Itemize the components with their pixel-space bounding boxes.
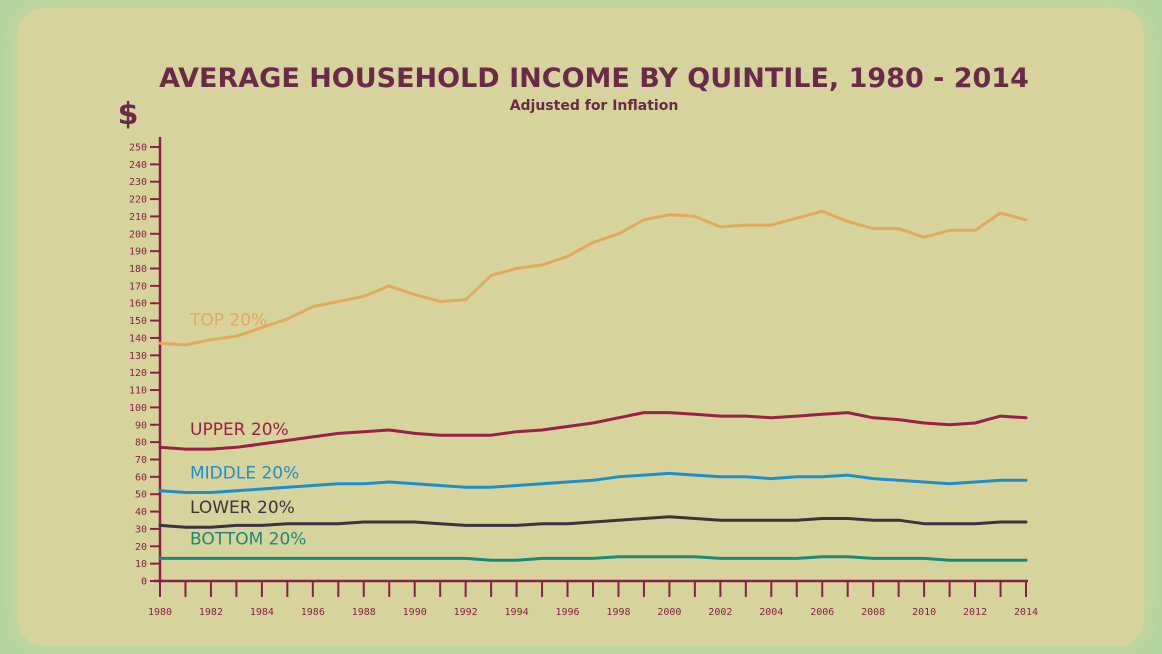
y-tick-label: 190 <box>129 247 147 258</box>
chart-subtitle: Adjusted for Inflation <box>510 98 679 114</box>
x-tick-label: 1996 <box>555 607 579 618</box>
y-tick-label: 80 <box>135 438 147 449</box>
x-tick-label: 2004 <box>759 607 783 618</box>
chart-background <box>18 8 1144 646</box>
x-tick-label: 1992 <box>454 607 478 618</box>
y-axis-label: $ <box>118 97 139 132</box>
x-tick-label: 2000 <box>657 607 681 618</box>
x-tick-label: 1986 <box>301 607 325 618</box>
series-labels: TOP 20% UPPER 20% MIDDLE 20% LOWER 20% BOTTO… <box>189 311 306 550</box>
series-line-top-20 <box>158 209 1028 347</box>
x-tick-label: 1988 <box>352 607 376 618</box>
y-tick-label: 210 <box>129 212 147 223</box>
y-tick-label: 230 <box>129 177 147 188</box>
y-tick-label: 0 <box>141 577 147 588</box>
x-tick-label: 2010 <box>912 607 936 618</box>
series-label: UPPER 20% <box>190 420 289 440</box>
x-tick-label: 1984 <box>250 607 274 618</box>
x-tick-label: 1982 <box>199 607 223 618</box>
y-tick-label: 50 <box>135 490 147 501</box>
y-tick-label: 110 <box>129 386 147 397</box>
y-tick-label: 170 <box>129 281 147 292</box>
y-tick-label: 180 <box>129 264 147 275</box>
y-tick-label: 120 <box>129 368 147 379</box>
series-line-lower-20 <box>158 515 1028 529</box>
x-tick-label: 2008 <box>861 607 885 618</box>
x-tick-label: 1998 <box>606 607 630 618</box>
x-tick-label: 2006 <box>810 607 834 618</box>
x-tick-label: 1994 <box>505 607 529 618</box>
y-tick-label: 140 <box>129 333 147 344</box>
y-tick-label: 200 <box>129 229 147 240</box>
series-label: TOP 20% <box>189 311 267 331</box>
y-tick-label: 90 <box>135 420 147 431</box>
y-tick-label: 60 <box>135 472 147 483</box>
y-tick-label: 20 <box>135 542 147 553</box>
x-tick-label: 1990 <box>403 607 427 618</box>
series-line-upper-20 <box>158 411 1028 451</box>
axes: 0 10 20 30 40 50 60 70 80 90 100 110 120 130 140 150 160… <box>129 137 1038 618</box>
x-tick-label: 2012 <box>963 607 987 618</box>
x-tick-label: 2002 <box>708 607 732 618</box>
series-line-middle-20 <box>158 471 1028 494</box>
y-tick-label: 40 <box>135 507 147 518</box>
y-tick-label: 130 <box>129 351 147 362</box>
chart-title: AVERAGE HOUSEHOLD INCOME BY QUINTILE, 19… <box>159 63 1029 94</box>
series-layer <box>158 209 1028 562</box>
series-label: MIDDLE 20% <box>190 463 299 483</box>
y-tick-label: 160 <box>129 299 147 310</box>
x-tick-label: 1980 <box>148 607 172 618</box>
y-tick-label: 220 <box>129 195 147 206</box>
y-tick-label: 30 <box>135 524 147 535</box>
y-tick-label: 240 <box>129 160 147 171</box>
series-label: BOTTOM 20% <box>190 529 306 549</box>
series-line-bottom-20 <box>158 555 1028 562</box>
y-tick-label: 70 <box>135 455 147 466</box>
y-tick-label: 100 <box>129 403 147 414</box>
y-tick-label: 150 <box>129 316 147 327</box>
x-tick-label: 2014 <box>1014 607 1038 618</box>
y-tick-label: 10 <box>135 559 147 570</box>
series-label: LOWER 20% <box>190 498 295 518</box>
y-tick-label: 250 <box>129 143 147 154</box>
